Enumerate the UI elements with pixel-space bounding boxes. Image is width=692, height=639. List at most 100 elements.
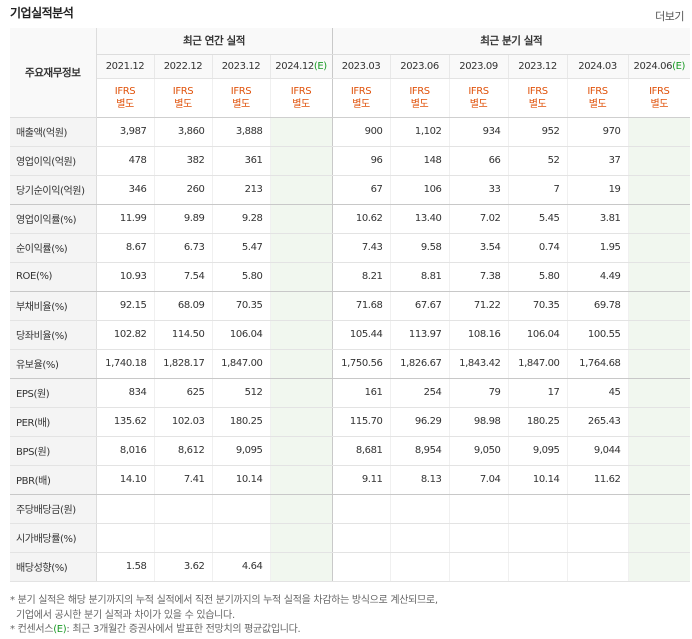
value-cell: 5.80 — [507, 262, 568, 292]
value-cell: 33 — [448, 175, 509, 205]
value-cell: 52 — [507, 146, 568, 176]
standard-ifrs: IFRS — [350, 85, 372, 97]
row-label: 매출액(억원) — [10, 117, 97, 147]
value-cell: 102.82 — [96, 320, 154, 350]
value-cell: 8,016 — [96, 436, 154, 466]
value-cell — [269, 407, 333, 437]
value-cell — [566, 552, 629, 582]
value-cell: 3,888 — [211, 117, 270, 147]
value-cell: 5.45 — [507, 204, 568, 234]
value-cell — [269, 465, 333, 495]
value-cell: 68.09 — [153, 291, 212, 321]
value-cell — [269, 436, 333, 466]
value-cell: 14.10 — [96, 465, 154, 495]
value-cell — [627, 436, 691, 466]
accounting-standard: IFRS 별도 — [448, 78, 509, 118]
value-cell — [211, 494, 270, 524]
value-cell — [627, 407, 691, 437]
row-label: 유보율(%) — [10, 349, 97, 379]
value-cell: 3,860 — [153, 117, 212, 147]
value-cell — [448, 494, 509, 524]
value-cell: 106.04 — [507, 320, 568, 350]
footnotes: * 분기 실적은 해당 분기까지의 누적 실적에서 직전 분기까지의 누적 실적… — [10, 594, 438, 638]
value-cell — [627, 204, 691, 234]
value-cell: 17 — [507, 378, 568, 408]
value-cell: 37 — [566, 146, 629, 176]
accounting-standard: IFRS 별도 — [96, 78, 154, 118]
value-cell — [627, 291, 691, 321]
value-cell — [627, 349, 691, 379]
value-cell: 8.13 — [389, 465, 450, 495]
period-header: 2023.12 — [211, 54, 270, 79]
standard-ifrs: IFRS — [409, 85, 430, 97]
value-cell: 108.16 — [448, 320, 509, 350]
accounting-standard: IFRS 별도 — [627, 78, 691, 118]
value-cell — [507, 494, 568, 524]
value-cell — [389, 523, 450, 553]
value-cell: 8,954 — [389, 436, 450, 466]
value-cell: 67 — [331, 175, 391, 205]
table-row: 유보율(%) 1,740.18 1,828.17 1,847.00 1,750.56 1,… — [10, 349, 691, 379]
row-label: EPS(원) — [10, 378, 97, 408]
value-cell: 96.29 — [389, 407, 450, 437]
period-label: 2023.06 — [400, 60, 439, 72]
value-cell: 7.41 — [153, 465, 212, 495]
row-label: 순이익률(%) — [10, 233, 97, 263]
standard-separate: 별도 — [410, 98, 429, 110]
value-cell — [269, 494, 333, 524]
value-cell — [269, 233, 333, 263]
period-header: 2021.12 — [96, 54, 154, 79]
value-cell: 102.03 — [153, 407, 212, 437]
value-cell — [269, 552, 333, 582]
value-cell: 361 — [211, 146, 270, 176]
standard-separate: 별도 — [174, 98, 192, 110]
footnote-quarterly: * 분기 실적은 해당 분기까지의 누적 실적에서 직전 분기까지의 누적 실적… — [10, 595, 438, 606]
value-cell: 71.22 — [448, 291, 509, 321]
row-label: BPS(원) — [10, 436, 97, 466]
value-cell: 260 — [153, 175, 212, 205]
value-cell — [566, 523, 629, 553]
value-cell — [448, 552, 509, 582]
accounting-standard: IFRS 별도 — [211, 78, 270, 118]
value-cell: 69.78 — [566, 291, 629, 321]
value-cell — [627, 378, 691, 408]
standard-ifrs: IFRS — [587, 85, 608, 97]
value-cell: 478 — [96, 146, 154, 176]
value-cell: 1,102 — [389, 117, 450, 147]
estimate-tag: (E) — [313, 60, 327, 72]
value-cell: 13.40 — [389, 204, 450, 234]
table-row: 영업이익(억원) 478 382 361 96 148 66 52 37 — [10, 146, 691, 176]
value-cell: 113.97 — [389, 320, 450, 350]
accounting-standard: IFRS 별도 — [269, 78, 333, 118]
table-row: EPS(원) 834 625 512 161 254 79 17 45 — [10, 378, 691, 408]
standard-ifrs: IFRS — [230, 85, 252, 97]
value-cell: 10.93 — [96, 262, 154, 292]
accounting-standard: IFRS 별도 — [389, 78, 450, 118]
value-cell — [331, 552, 391, 582]
value-cell — [153, 523, 212, 553]
more-link[interactable]: 더보기 — [655, 10, 684, 23]
value-cell — [269, 146, 333, 176]
period-header: 2023.06 — [389, 54, 450, 79]
value-cell: 1,764.68 — [566, 349, 629, 379]
value-cell — [269, 204, 333, 234]
row-label: 배당성향(%) — [10, 552, 97, 582]
row-label: ROE(%) — [10, 262, 97, 292]
value-cell: 1.58 — [96, 552, 154, 582]
value-cell — [269, 378, 333, 408]
value-cell: 3,987 — [96, 117, 154, 147]
period-label: 2023.09 — [459, 60, 498, 72]
value-cell — [627, 465, 691, 495]
value-cell: 67.67 — [389, 291, 450, 321]
value-cell: 346 — [96, 175, 154, 205]
period-label: 2023.03 — [341, 60, 381, 72]
value-cell — [507, 552, 568, 582]
value-cell: 7.54 — [153, 262, 212, 292]
value-cell — [627, 523, 691, 553]
period-label: 2024.06 — [633, 60, 673, 72]
value-cell: 1,843.42 — [448, 349, 509, 379]
value-cell — [507, 523, 568, 553]
standard-separate: 별도 — [650, 98, 669, 110]
table-row: BPS(원) 8,016 8,612 9,095 8,681 8,954 9,050 9,09… — [10, 436, 691, 466]
value-cell: 148 — [389, 146, 450, 176]
